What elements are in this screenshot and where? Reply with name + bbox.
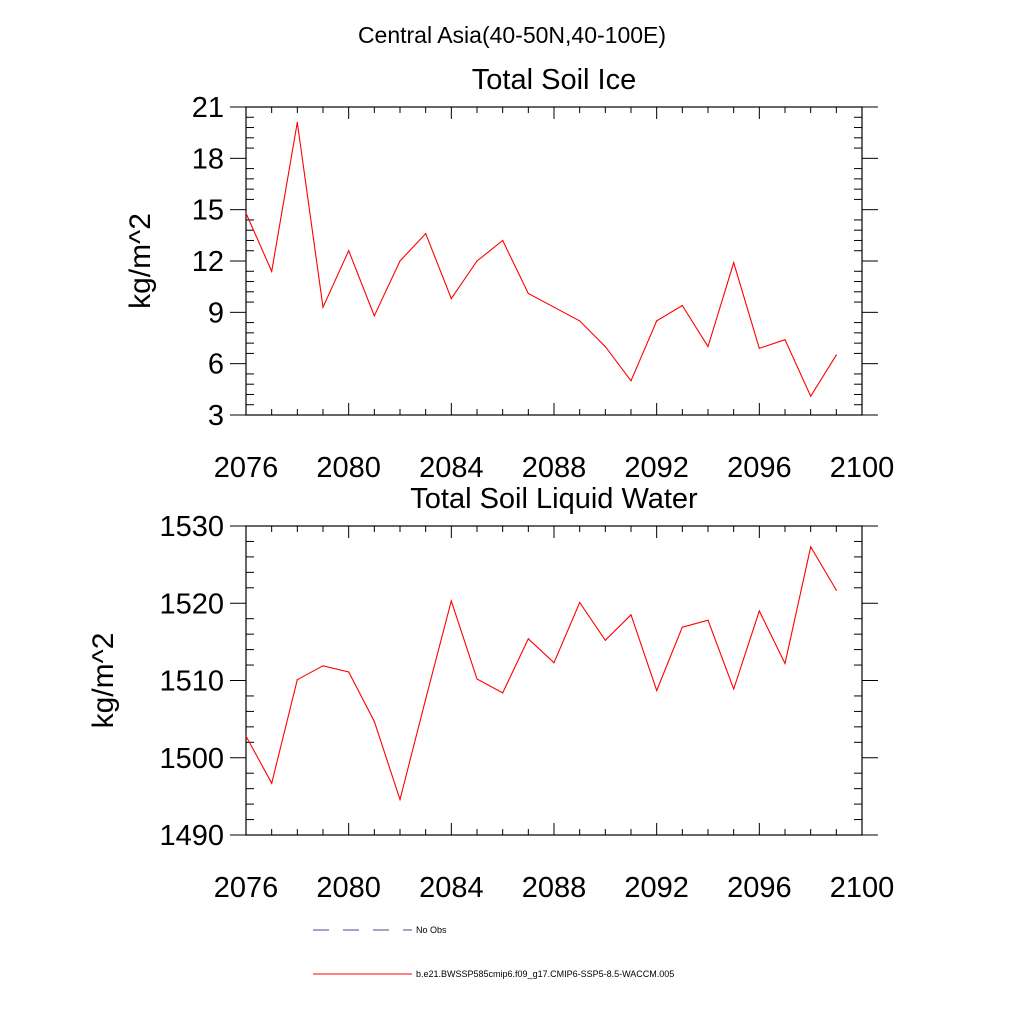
ice-data-point	[271, 270, 273, 272]
liquid-x-tick-label: 2088	[522, 872, 587, 904]
ice-data-point	[656, 320, 658, 322]
liquid-data-point	[656, 689, 658, 692]
ice-panel-title: Total Soil Ice	[472, 64, 636, 96]
ice-data-point	[810, 395, 812, 397]
liquid-data-point	[476, 678, 478, 680]
liquid-x-tick-label: 2092	[624, 872, 689, 904]
ice-data-point	[681, 304, 683, 307]
ice-y-tick-label: 12	[192, 246, 224, 278]
liquid-data-point	[245, 735, 247, 737]
ice-y-tick-label: 3	[208, 400, 224, 432]
liquid-data-point	[733, 688, 735, 690]
soil-ice-panel: Total Soil Ice kg/m^2 2076 2080 2084 2088 2092…	[124, 64, 894, 484]
liquid-series-line	[245, 545, 837, 802]
liquid-y-tick-label: 1510	[159, 666, 224, 698]
ice-data-point	[296, 121, 298, 123]
ice-y-tick-label: 15	[192, 195, 224, 227]
ice-data-point	[502, 239, 504, 242]
liquid-y-tick-label: 1520	[159, 588, 224, 620]
liquid-data-point	[425, 698, 427, 700]
ice-data-point	[399, 260, 401, 262]
ice-data-point	[245, 212, 247, 214]
liquid-data-point	[810, 546, 812, 548]
liquid-data-point	[450, 600, 452, 602]
liquid-data-point	[348, 671, 350, 673]
ice-x-tick-label: 2084	[419, 452, 484, 484]
soil-liquid-water-panel: Total Soil Liquid Water kg/m^2 2076 2080 208…	[87, 483, 894, 904]
figure-suptitle: Central Asia(40-50N,40-100E)	[358, 22, 666, 48]
ice-data-point	[784, 339, 786, 341]
liquid-data-point	[296, 679, 298, 681]
ice-data-point	[733, 262, 735, 264]
liquid-data-point	[681, 626, 683, 628]
ice-x-tick-label: 2076	[214, 452, 279, 484]
ice-x-tick-label: 2096	[727, 452, 792, 484]
ice-data-point	[450, 298, 452, 300]
liquid-data-point	[579, 601, 581, 604]
legend-model-label: b.e21.BWSSP585cmip6.f09_g17.CMIP6-SSP5-8…	[416, 969, 674, 979]
legend-no-obs-label: No Obs	[416, 925, 447, 935]
ice-data-point	[322, 306, 324, 308]
liquid-data-point	[835, 589, 837, 591]
liquid-y-tick-label: 1530	[159, 511, 224, 543]
ice-y-axis-label: kg/m^2	[124, 213, 157, 309]
ice-data-point	[527, 292, 529, 295]
ice-data-point	[476, 260, 478, 262]
liquid-x-tick-label: 2100	[830, 872, 895, 904]
ice-data-point	[630, 380, 632, 382]
ice-data-point	[758, 347, 760, 349]
ice-data-point	[604, 345, 606, 348]
ice-y-tick-label: 21	[192, 92, 224, 124]
liquid-x-tick-label: 2096	[727, 872, 792, 904]
liquid-data-point	[604, 639, 606, 641]
liquid-data-point	[553, 662, 555, 664]
liquid-y-tick-label: 1490	[159, 820, 224, 852]
liquid-y-axis-label: kg/m^2	[87, 633, 120, 729]
liquid-x-tick-label: 2076	[214, 872, 279, 904]
ice-data-point	[835, 354, 837, 356]
ice-data-point	[348, 250, 350, 252]
ice-x-tick-label: 2092	[624, 452, 689, 484]
ice-y-tick-label: 9	[208, 297, 224, 329]
liquid-data-point	[271, 782, 273, 784]
liquid-data-point	[758, 610, 760, 612]
ice-x-tick-label: 2100	[830, 452, 895, 484]
liquid-data-point	[527, 638, 529, 640]
liquid-x-tick-label: 2080	[316, 872, 381, 904]
ice-x-tick-label: 2088	[522, 452, 587, 484]
ice-data-point	[553, 306, 555, 308]
liquid-panel-title: Total Soil Liquid Water	[410, 483, 698, 515]
liquid-data-point	[707, 619, 709, 621]
ice-data-point	[425, 233, 427, 235]
liquid-data-point	[399, 798, 401, 801]
liquid-data-point	[322, 665, 324, 667]
ice-series-line	[245, 122, 837, 398]
liquid-data-point	[502, 692, 504, 694]
ice-x-tick-label: 2080	[316, 452, 381, 484]
liquid-data-point	[630, 614, 632, 616]
legend: No Obs b.e21.BWSSP585cmip6.f09_g17.CMIP6…	[313, 925, 674, 979]
ice-data-point	[373, 315, 375, 317]
liquid-x-tick-label: 2084	[419, 872, 484, 904]
ice-y-tick-label: 18	[192, 143, 224, 175]
ice-data-point	[707, 345, 709, 348]
ice-y-tick-label: 6	[208, 349, 224, 381]
liquid-data-point	[373, 720, 375, 723]
liquid-data-point	[784, 662, 786, 665]
ice-data-point	[579, 320, 581, 322]
liquid-y-tick-label: 1500	[159, 743, 224, 775]
